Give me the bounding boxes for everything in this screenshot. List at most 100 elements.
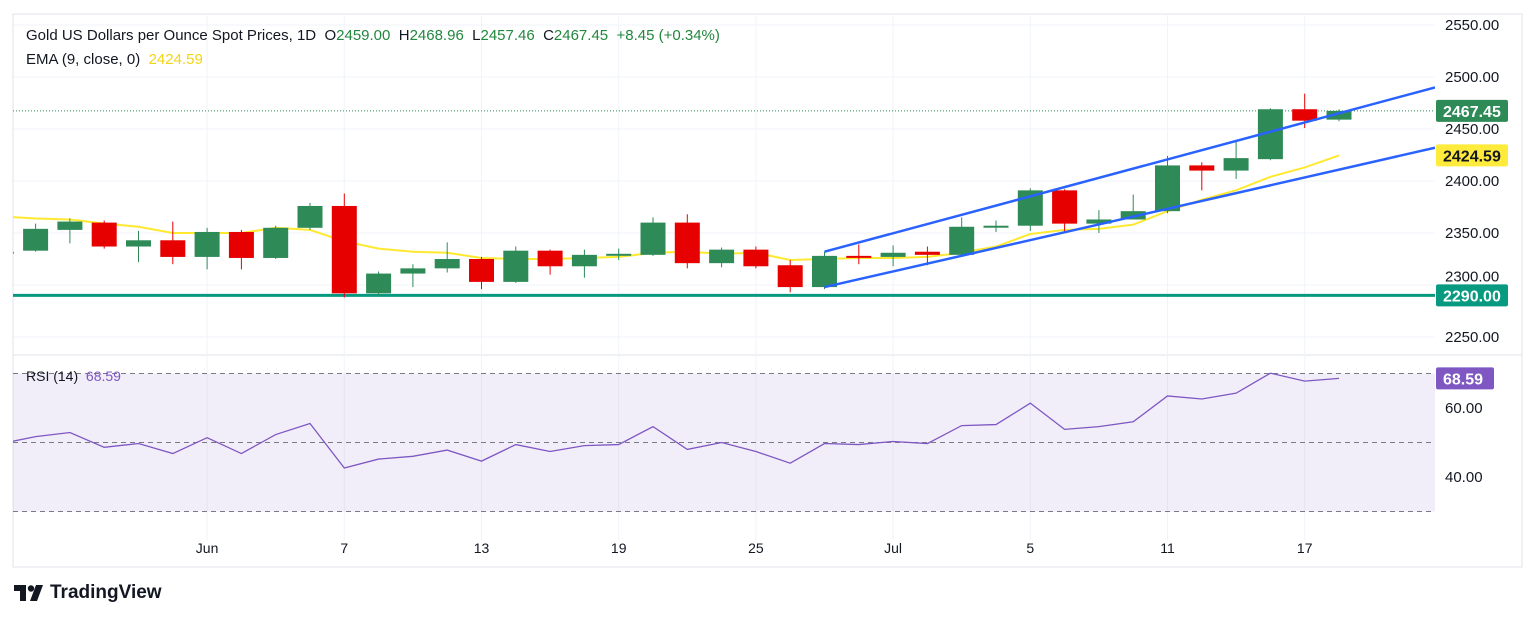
candle-body xyxy=(160,240,186,257)
close-value: 2467.45 xyxy=(553,27,609,44)
time-tick-label: 13 xyxy=(474,540,490,556)
last-price-badge-bg xyxy=(1436,99,1508,122)
time-axis[interactable]: Jun 7 13 19 25 Jul 5 11 17 xyxy=(196,540,1313,556)
candle xyxy=(160,221,186,265)
ema-legend[interactable]: EMA (9, close, 0) 2424.59 xyxy=(26,51,203,68)
candle xyxy=(914,246,940,266)
rsi-value: 68.59 xyxy=(85,368,121,384)
ema-value: 2424.59 xyxy=(148,51,203,68)
rsi-price-badge: 68.59 xyxy=(1436,367,1494,390)
candle-body xyxy=(709,249,735,264)
price-tick-label: 2300.00 xyxy=(1445,268,1499,285)
channel-upper-line xyxy=(824,86,1435,253)
chart-frame xyxy=(12,13,1523,568)
candle xyxy=(709,247,735,268)
candle xyxy=(91,220,117,249)
candle xyxy=(400,264,426,288)
candle xyxy=(434,242,460,273)
candle-body xyxy=(949,226,975,255)
time-tick-label: 11 xyxy=(1160,540,1175,556)
candle xyxy=(331,193,357,298)
candle xyxy=(126,230,151,263)
candle xyxy=(537,249,563,275)
candle-body xyxy=(914,251,940,255)
rsi-pane xyxy=(13,372,1435,512)
candle xyxy=(812,251,837,290)
candle-body xyxy=(1189,165,1215,171)
price-tick-label: 2450.00 xyxy=(1445,121,1499,138)
support-price-badge-text: 2290.00 xyxy=(1443,288,1501,305)
time-tick-label: 19 xyxy=(611,540,627,556)
candle xyxy=(1086,210,1112,233)
candle-body xyxy=(846,255,872,258)
candle xyxy=(743,246,769,269)
candle-body xyxy=(1052,190,1078,224)
candle xyxy=(469,256,494,290)
candle-body xyxy=(400,268,426,274)
candle xyxy=(880,245,906,267)
chart-legend: Gold US Dollars per Ounce Spot Prices, 1… xyxy=(26,27,720,44)
candle xyxy=(57,218,83,244)
ema-price-badge-text: 2424.59 xyxy=(1443,148,1501,165)
rsi-legend[interactable]: RSI (14) 68.59 xyxy=(26,368,121,384)
ema-label: EMA (9, close, 0) xyxy=(26,51,141,68)
channel-lower-line xyxy=(824,146,1435,289)
high-label: H xyxy=(398,27,410,44)
time-tick-label: 7 xyxy=(340,540,348,556)
candle-body xyxy=(503,250,529,282)
candle xyxy=(1223,140,1249,179)
ema-price-badge-bg xyxy=(1436,144,1508,167)
candle xyxy=(228,229,254,270)
low-value: 2457.46 xyxy=(480,27,535,44)
candle xyxy=(13,251,14,254)
candle xyxy=(640,217,666,256)
candle xyxy=(1120,194,1146,220)
symbol-title: Gold US Dollars per Ounce Spot Prices, 1… xyxy=(26,27,317,44)
candle xyxy=(949,217,975,256)
candle-body xyxy=(1086,219,1112,224)
candle-body xyxy=(331,205,357,294)
support-price-badge-bg xyxy=(1436,284,1508,307)
price-tick-label: 2400.00 xyxy=(1445,173,1499,190)
candle-body xyxy=(812,255,837,288)
price-axis[interactable]: 2467.45 2424.59 2290.00 68.59 2550.00 2500.00… xyxy=(1436,17,1508,486)
open-value: 2459.00 xyxy=(336,27,391,44)
time-tick-label: 5 xyxy=(1026,540,1034,556)
candle-body xyxy=(1155,165,1180,212)
candle xyxy=(366,271,392,297)
rsi-price-badge-text: 68.59 xyxy=(1443,371,1483,388)
candle-body xyxy=(743,249,769,267)
low-label: L xyxy=(472,27,481,44)
candle xyxy=(1326,109,1352,122)
candle xyxy=(674,214,700,269)
open-label: O xyxy=(324,27,337,44)
price-tick-label: 2250.00 xyxy=(1445,329,1499,346)
candle-body xyxy=(469,259,494,282)
candle-body xyxy=(297,205,323,228)
candle-body xyxy=(571,254,597,267)
candle-body xyxy=(91,222,117,247)
candle-body xyxy=(777,265,803,288)
candle-body xyxy=(1120,211,1146,220)
high-value: 2468.96 xyxy=(409,27,464,44)
candle xyxy=(297,202,323,230)
candle-body xyxy=(126,240,151,247)
ema-line xyxy=(13,154,1340,262)
support-price-badge: 2290.00 xyxy=(1436,284,1508,307)
candle-body xyxy=(674,222,700,264)
candle xyxy=(194,227,220,270)
candle-body xyxy=(13,251,14,254)
rsi-price-badge-bg xyxy=(1436,367,1494,390)
rsi-line xyxy=(13,372,1340,469)
candle xyxy=(571,249,597,278)
rsi-tick-label: 40.00 xyxy=(1445,469,1483,486)
candle xyxy=(1052,189,1078,233)
candle xyxy=(1155,156,1180,214)
last-price-badge: 2467.45 xyxy=(1436,99,1508,122)
candle xyxy=(1189,162,1215,191)
candle-body xyxy=(23,228,49,251)
candle-body xyxy=(606,253,632,256)
change-value: +8.45 (+0.34%) xyxy=(616,27,720,44)
tradingview-logo[interactable]: TradingView xyxy=(14,582,162,604)
